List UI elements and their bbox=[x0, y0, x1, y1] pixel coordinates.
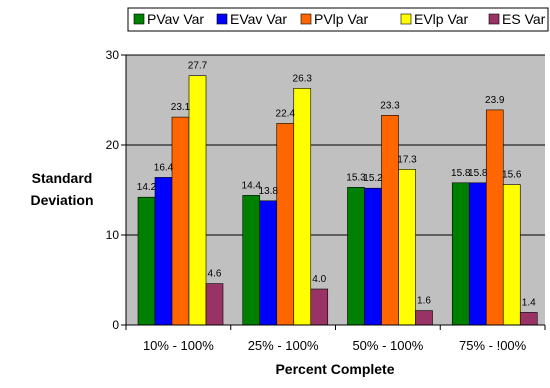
legend-swatch bbox=[488, 13, 500, 25]
data-label: 23.1 bbox=[171, 102, 191, 113]
legend-label: PVlp Var bbox=[314, 11, 369, 27]
data-label: 14.4 bbox=[242, 180, 262, 191]
legend-label: EVlp Var bbox=[414, 11, 469, 27]
data-label: 16.4 bbox=[154, 162, 174, 173]
bar bbox=[137, 196, 156, 326]
legend-swatch bbox=[133, 13, 145, 25]
legend-label: PVav Var bbox=[147, 11, 204, 27]
bar bbox=[398, 169, 416, 326]
bar bbox=[276, 123, 295, 326]
data-labels: 14.2 16.4 23.1 27.7 4.6 14.413.8 22.4 26.3 4.0 15… bbox=[137, 61, 536, 309]
data-label: 14.2 bbox=[137, 182, 157, 193]
data-label: 17.3 bbox=[397, 154, 417, 165]
legend-swatch bbox=[400, 13, 412, 25]
x-category-label: 75% - !00% bbox=[459, 338, 527, 353]
data-label: 13.8 bbox=[259, 186, 279, 197]
legend-label: ES Var bbox=[502, 11, 546, 27]
y-tick-label: 20 bbox=[106, 138, 120, 152]
data-label: 23.9 bbox=[485, 95, 505, 106]
bar bbox=[188, 75, 207, 326]
x-category-label: 25% - 100% bbox=[248, 338, 319, 353]
data-label: 4.0 bbox=[312, 274, 326, 285]
data-label: 1.6 bbox=[417, 296, 431, 307]
data-label: 26.3 bbox=[293, 73, 313, 84]
y-axis-title-line: Deviation bbox=[30, 192, 93, 208]
axes: 0 10 20 30 10% - 100% 25% - 100% 50% - 100% 75%… bbox=[106, 48, 546, 353]
bars bbox=[137, 75, 538, 326]
bar bbox=[310, 288, 329, 326]
data-label: 22.4 bbox=[276, 108, 296, 119]
data-label: 27.7 bbox=[188, 61, 208, 72]
data-label: 15.8 bbox=[468, 168, 488, 179]
bar bbox=[259, 200, 278, 326]
data-label: 23.3 bbox=[380, 100, 400, 111]
bar bbox=[293, 88, 312, 326]
x-category-label: 50% - 100% bbox=[352, 338, 423, 353]
legend-swatch bbox=[216, 13, 228, 25]
legend: PVav Var EVav Var PVlp Var EVlp Var ES Var bbox=[127, 7, 549, 32]
bar bbox=[347, 187, 365, 326]
legend-label: EVav Var bbox=[230, 11, 287, 27]
bar bbox=[485, 109, 504, 326]
y-axis-title-line: Standard bbox=[32, 170, 93, 186]
legend-box bbox=[127, 7, 549, 32]
bar bbox=[519, 312, 538, 326]
data-label: 15.3 bbox=[346, 172, 366, 183]
y-axis-title: Standard Deviation bbox=[30, 170, 93, 208]
x-category-label: 10% - 100% bbox=[143, 338, 214, 353]
bar bbox=[154, 177, 173, 326]
bar bbox=[364, 187, 382, 326]
bar bbox=[415, 310, 433, 326]
y-tick-label: 10 bbox=[106, 228, 120, 242]
y-tick-label: 0 bbox=[112, 318, 119, 332]
data-label: 1.4 bbox=[522, 297, 536, 308]
data-label: 4.6 bbox=[208, 269, 222, 280]
legend-swatch bbox=[300, 13, 312, 25]
x-axis-title: Percent Complete bbox=[275, 361, 394, 377]
data-label: 15.2 bbox=[363, 173, 383, 184]
bar bbox=[381, 115, 399, 326]
data-label: 15.8 bbox=[451, 168, 471, 179]
bar bbox=[205, 283, 224, 326]
bar bbox=[468, 182, 487, 326]
data-label: 15.6 bbox=[502, 170, 522, 181]
bar bbox=[171, 116, 190, 326]
bar bbox=[502, 184, 521, 326]
bar bbox=[451, 182, 470, 326]
bar bbox=[242, 195, 261, 326]
y-tick-label: 30 bbox=[106, 48, 120, 62]
